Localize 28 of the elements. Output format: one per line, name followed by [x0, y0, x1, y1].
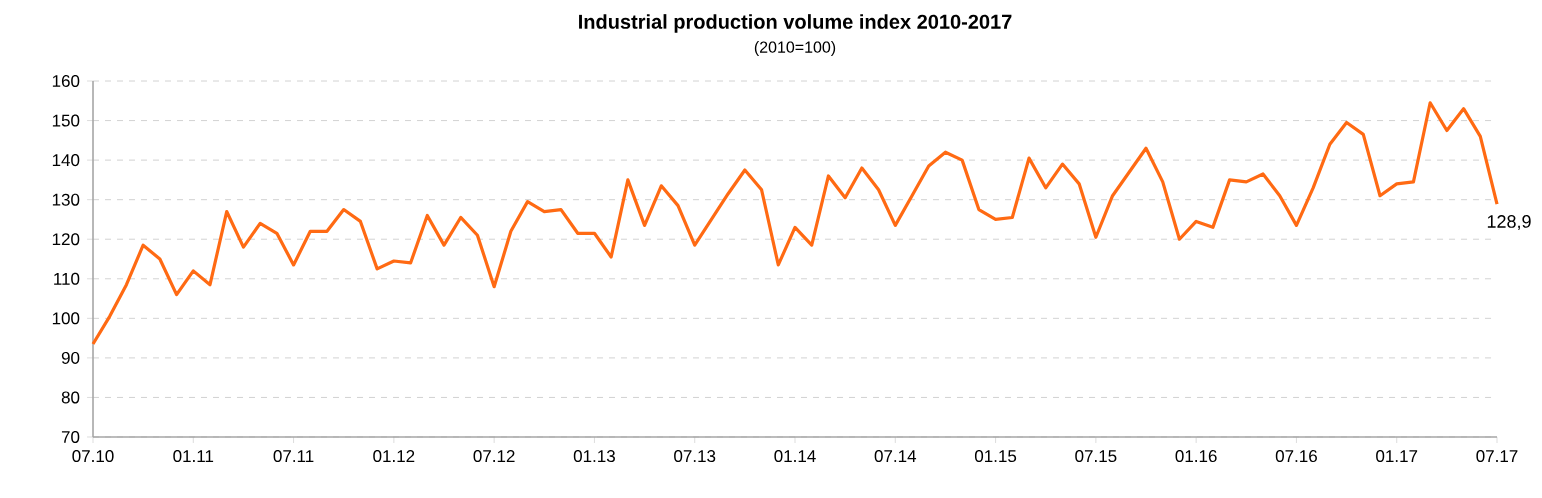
y-tick-label: 150	[52, 114, 80, 127]
x-tick-label: 07.14	[874, 450, 917, 463]
x-tick-label: 01.12	[373, 450, 415, 463]
x-tick-label: 07.13	[674, 450, 716, 463]
annotation: 128,9	[1487, 215, 1531, 230]
y-tick-label: 130	[52, 193, 80, 206]
x-tick-label: 01.17	[1376, 450, 1418, 463]
y-tick-label: 120	[52, 233, 80, 246]
y-tick-label: 140	[52, 154, 80, 167]
x-tick-label: 07.12	[473, 450, 515, 463]
x-tick-label: 07.16	[1275, 450, 1317, 463]
x-tick-label: 07.15	[1075, 450, 1117, 463]
y-tick-label: 160	[52, 75, 80, 88]
chart-title: Industrial production volume index 2010-2017	[579, 14, 1012, 33]
chart-subtitle: (2010=100)	[754, 41, 836, 56]
x-tick-label: 01.16	[1175, 450, 1217, 463]
y-tick-label: 110	[54, 272, 80, 285]
x-tick-label: 01.11	[173, 450, 214, 463]
x-tick-label: 07.10	[72, 450, 114, 463]
y-tick-label: 80	[61, 391, 80, 404]
y-tick-label: 90	[61, 351, 80, 364]
x-tick-label: 07.11	[273, 450, 314, 463]
y-tick-label: 100	[52, 312, 80, 325]
y-tick-label: 70	[61, 430, 80, 444]
x-tick-label: 07.17	[1476, 450, 1518, 463]
x-tick-label: 01.14	[774, 450, 816, 463]
x-tick-label: 01.15	[974, 450, 1017, 463]
x-tick-label: 01.13	[573, 450, 615, 463]
